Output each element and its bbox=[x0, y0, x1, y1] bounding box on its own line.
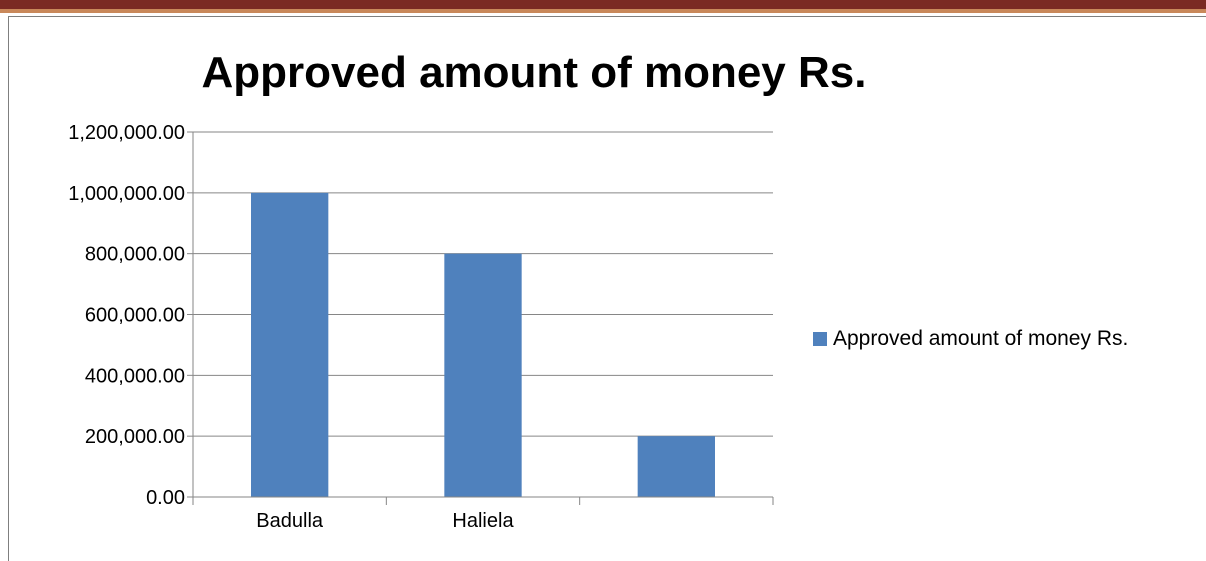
y-tick-label: 1,000,000.00 bbox=[68, 183, 185, 205]
y-tick-label: 1,200,000.00 bbox=[68, 122, 185, 144]
bar bbox=[444, 253, 522, 497]
bar bbox=[251, 192, 329, 498]
bars bbox=[251, 192, 715, 498]
y-tick-label: 600,000.00 bbox=[85, 305, 185, 327]
chart-title: Approved amount of money Rs. bbox=[201, 48, 867, 97]
header-rule-dark bbox=[0, 0, 1206, 9]
tick-labels: 0.00 200,000.00 400,000.00 600,000.00 800,00… bbox=[68, 122, 514, 532]
x-tick-label: Haliela bbox=[452, 510, 514, 532]
y-tick-label: 400,000.00 bbox=[85, 365, 185, 387]
chart-frame bbox=[8, 16, 1206, 561]
y-tick-label: 800,000.00 bbox=[85, 244, 185, 266]
x-tick-label: Badulla bbox=[256, 510, 324, 532]
bar bbox=[637, 436, 715, 497]
y-tick-label: 200,000.00 bbox=[85, 426, 185, 448]
legend-swatch bbox=[813, 332, 827, 346]
legend: Approved amount of money Rs. bbox=[813, 327, 1128, 351]
header-rule-light bbox=[0, 9, 1206, 13]
legend-label: Approved amount of money Rs. bbox=[833, 327, 1129, 350]
y-tick-label: 0.00 bbox=[146, 487, 185, 509]
axes bbox=[187, 131, 774, 505]
